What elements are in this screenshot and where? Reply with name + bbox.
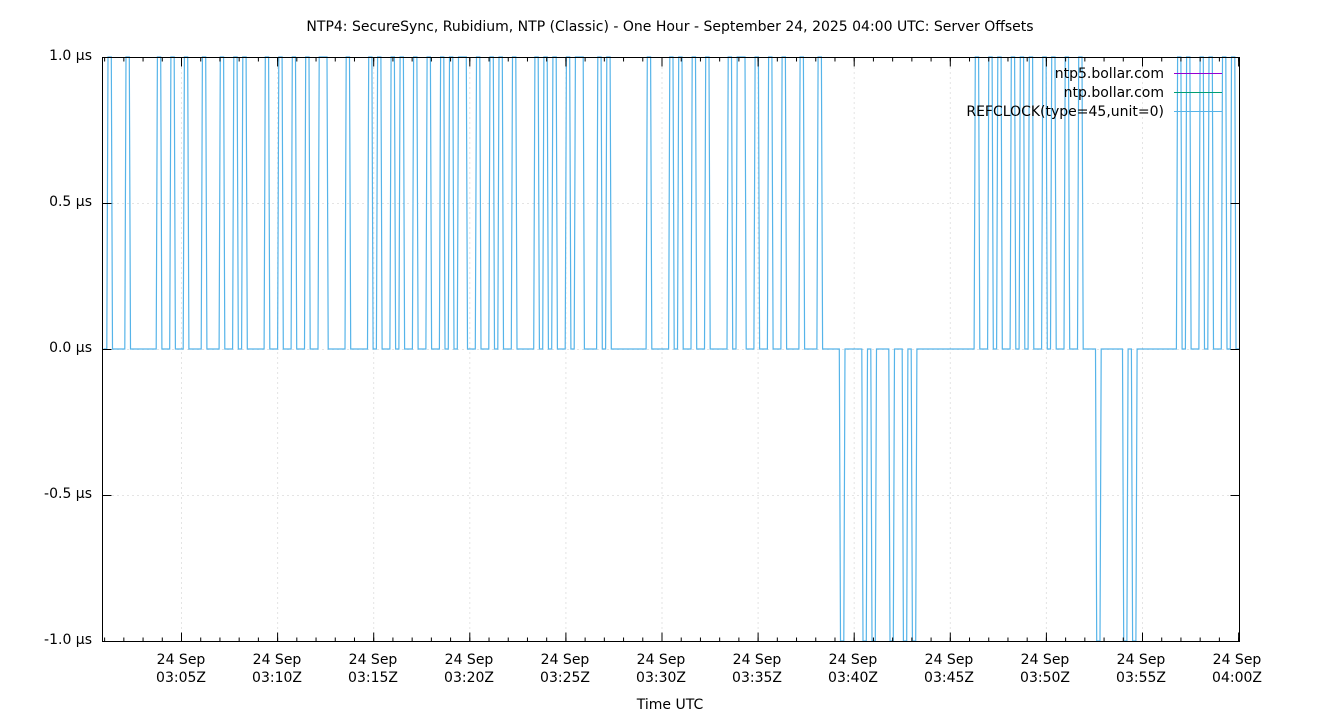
legend-label: ntp.bollar.com <box>1063 84 1164 101</box>
chart-title: NTP4: SecureSync, Rubidium, NTP (Classic… <box>306 19 1034 35</box>
y-tick-label: -0.5 µs <box>44 486 92 502</box>
legend-label: REFCLOCK(type=45,unit=0) <box>966 103 1164 120</box>
legend-entry-ntp5: ntp5.bollar.com <box>966 64 1222 83</box>
x-tick-label: 24 Sep 03:35Z <box>732 652 782 686</box>
refclock-series-line <box>103 56 1240 642</box>
x-tick-label: 24 Sep 03:05Z <box>156 652 206 686</box>
x-tick-label: 24 Sep 03:55Z <box>1116 652 1166 686</box>
y-tick-label: 0.0 µs <box>49 340 92 356</box>
y-tick-label: 0.5 µs <box>49 194 92 210</box>
axis-ticks <box>102 57 1240 642</box>
legend: ntp5.bollar.com ntp.bollar.com REFCLOCK(… <box>966 64 1222 121</box>
x-tick-label: 24 Sep 03:30Z <box>636 652 686 686</box>
x-tick-label: 24 Sep 04:00Z <box>1212 652 1262 686</box>
x-tick-label: 24 Sep 03:25Z <box>540 652 590 686</box>
legend-swatch-refclock <box>1174 110 1222 113</box>
x-tick-label: 24 Sep 03:15Z <box>348 652 398 686</box>
legend-swatch-ntp <box>1174 91 1222 94</box>
x-tick-label: 24 Sep 03:50Z <box>1020 652 1070 686</box>
x-tick-label: 24 Sep 03:40Z <box>828 652 878 686</box>
legend-entry-ntp: ntp.bollar.com <box>966 83 1222 102</box>
x-axis-label: Time UTC <box>636 697 704 713</box>
legend-entry-refclock: REFCLOCK(type=45,unit=0) <box>966 102 1222 121</box>
legend-label: ntp5.bollar.com <box>1054 65 1164 82</box>
x-tick-label: 24 Sep 03:10Z <box>252 652 302 686</box>
y-tick-label: 1.0 µs <box>49 48 92 64</box>
y-tick-label: -1.0 µs <box>44 632 92 648</box>
legend-swatch-ntp5 <box>1174 72 1222 75</box>
x-tick-label: 24 Sep 03:45Z <box>924 652 974 686</box>
x-tick-label: 24 Sep 03:20Z <box>444 652 494 686</box>
